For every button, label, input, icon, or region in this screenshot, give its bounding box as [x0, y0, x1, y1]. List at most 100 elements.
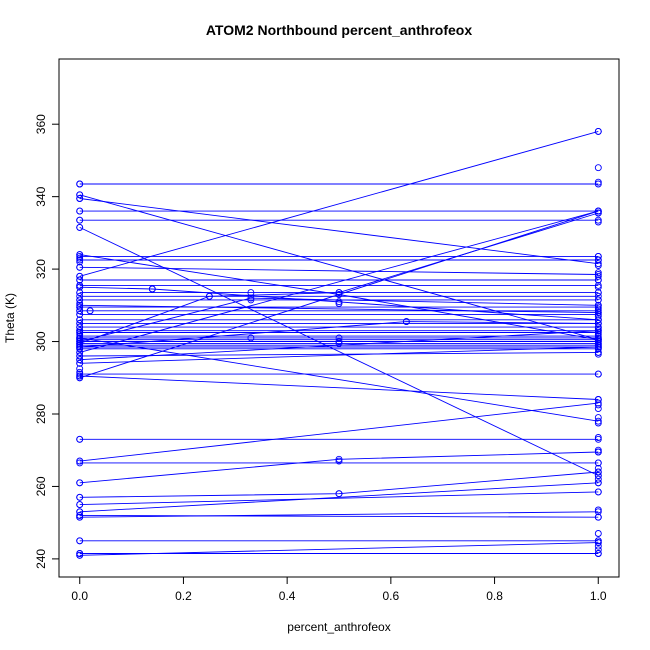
data-point [594, 550, 602, 557]
data-point [76, 457, 84, 465]
x-tick-label: 0.2 [175, 589, 192, 603]
data-point [76, 258, 84, 266]
series-line-39 [79, 330, 599, 361]
series-line-42 [79, 375, 599, 400]
data-point [594, 348, 602, 356]
data-point [76, 365, 84, 373]
data-point [76, 336, 84, 344]
data-point [594, 336, 602, 344]
series-line-1 [79, 194, 599, 341]
data-point [594, 338, 602, 345]
data-point [594, 539, 602, 547]
data-point [594, 537, 602, 545]
data-point [594, 448, 602, 456]
data-point [76, 300, 84, 307]
data-point [335, 338, 343, 345]
data-point [335, 457, 343, 465]
data-point [76, 345, 84, 353]
data-point [594, 530, 602, 537]
data-point [594, 542, 602, 550]
data-point [594, 269, 602, 277]
series-line-40 [79, 346, 599, 364]
data-point [594, 446, 602, 454]
y-tick-label: 280 [34, 404, 48, 424]
data-point [76, 330, 84, 338]
data-point [76, 339, 84, 347]
x-axis: 0.0 0.2 0.4 0.6 0.8 1.0 [71, 576, 607, 603]
chart-title: ATOM2 Northbound percent_anthrofeox [206, 22, 472, 38]
data-point [76, 256, 84, 264]
series-line-52 [79, 514, 599, 518]
data-point [76, 374, 84, 382]
data-point [247, 334, 255, 342]
data-point [76, 370, 84, 378]
data-point [594, 396, 602, 403]
data-point [76, 195, 84, 202]
data-point [594, 339, 602, 347]
data-point [76, 263, 84, 271]
data-point [594, 262, 602, 269]
series-line-10 [79, 130, 599, 277]
data-point [76, 216, 84, 224]
data-point [76, 272, 84, 280]
data-point [76, 292, 84, 300]
data-point [76, 276, 84, 284]
series-line-49 [79, 471, 599, 498]
data-point [76, 359, 84, 367]
data-point [594, 370, 602, 378]
x-tick-label: 0.4 [279, 589, 296, 603]
x-tick-label: 0.6 [383, 589, 400, 603]
data-point [594, 508, 602, 516]
data-point [76, 251, 84, 259]
data-point [594, 309, 602, 317]
data-point [76, 551, 84, 559]
data-point [594, 343, 602, 351]
series-line-13 [79, 286, 599, 321]
points-layer [76, 127, 602, 559]
data-point [76, 352, 84, 360]
data-point [335, 289, 343, 297]
data-point [76, 252, 84, 260]
data-point [594, 488, 602, 496]
data-point [76, 459, 84, 467]
x-tick-label: 0.8 [486, 589, 503, 603]
data-point [594, 271, 602, 278]
data-point [76, 223, 84, 231]
data-point [594, 334, 602, 342]
series-line-51 [79, 482, 599, 513]
y-tick-label: 360 [34, 114, 48, 134]
data-point [594, 459, 602, 467]
data-point [76, 289, 84, 297]
data-point [148, 285, 156, 293]
series-line-2 [79, 198, 599, 265]
data-point [594, 464, 602, 472]
data-point [76, 301, 84, 309]
data-point [76, 307, 84, 315]
y-axis: 240 260 280 300 320 340 360 [34, 114, 60, 569]
series-line-47 [79, 451, 599, 484]
data-point [76, 332, 84, 340]
data-point [76, 334, 84, 342]
data-point [335, 298, 343, 306]
y-tick-label: 240 [34, 549, 48, 569]
data-point [594, 319, 602, 327]
data-point [335, 339, 343, 347]
data-point [594, 345, 602, 353]
data-point [76, 310, 84, 318]
data-point [76, 191, 84, 199]
data-point [594, 414, 602, 422]
data-point [76, 479, 84, 487]
series-line-38 [79, 351, 599, 357]
data-point [247, 289, 255, 297]
data-point [594, 399, 602, 407]
data-point [594, 468, 602, 476]
data-point [76, 316, 84, 324]
data-point [335, 291, 343, 298]
data-point [76, 180, 84, 188]
series-line-37 [79, 321, 599, 348]
series-line-9 [79, 266, 599, 275]
data-point [76, 338, 84, 345]
data-point [76, 327, 84, 335]
series-line-50 [79, 491, 599, 506]
